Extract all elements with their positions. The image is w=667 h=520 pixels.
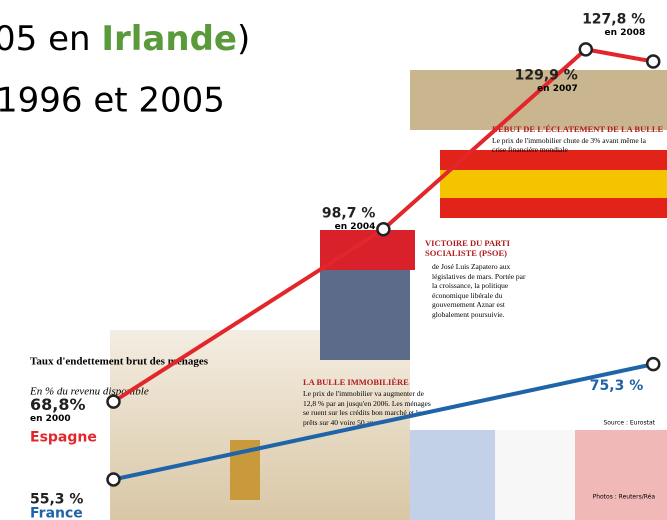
value-label: 129,9 %: [515, 67, 578, 83]
slide-subtitle: 1996 et 2005: [0, 81, 225, 121]
point-label: en 2000: [30, 414, 71, 424]
chart-title: Taux d'endettement brut des ménages: [30, 356, 209, 368]
point-marker: [106, 472, 121, 487]
point-label: en 2008: [605, 28, 646, 38]
series-name: France: [30, 505, 83, 520]
point-label: en 2004: [335, 222, 376, 232]
point-marker: [578, 42, 594, 57]
point-marker: [106, 394, 121, 409]
flag-stripe: [575, 430, 667, 520]
flag-stripe: [440, 150, 667, 170]
annotation-title: LA BULLE IMMOBILIÈRE: [303, 377, 409, 387]
credit: Photos : Reuters/Réa: [593, 494, 656, 501]
annotation-body: de José Luis Zapatero aux législatives d…: [432, 262, 526, 319]
chart-subtitle: En % du revenu disponible: [29, 386, 149, 398]
slide-title: 05 en Irlande): [0, 19, 250, 59]
flag-stripe: [495, 430, 575, 520]
flag-stripe: [440, 198, 667, 218]
series-line: [113, 362, 654, 482]
series-line: [112, 47, 654, 404]
value-label: 98,7 %: [322, 205, 375, 221]
annotation-title: DÉBUT DE L'ÉCLATEMENT DE LA BULLE: [492, 124, 664, 134]
value-label: 127,8 %: [582, 12, 645, 28]
value-label: 75,3 %: [590, 378, 643, 394]
annotation-title: VICTOIRE DU PARTI SOCIALISTE (PSOE): [425, 238, 510, 258]
annotation-text: Le prix de l'immobilier chute de 3% avan…: [492, 136, 647, 154]
point-marker: [376, 222, 391, 237]
photo-buildings: [410, 70, 667, 130]
flag-stripe: [440, 170, 667, 198]
flag-stripe: [410, 430, 495, 520]
series-name: Espagne: [30, 430, 97, 446]
value-label: 68,8%: [30, 395, 86, 414]
annotation-text: de José Luis Zapatero aux législatives d…: [432, 262, 526, 319]
point-marker: [646, 54, 661, 69]
value-label: 55,3 %: [30, 491, 83, 507]
annotation-body: Le prix de l'immobilier va augmenter de …: [303, 389, 431, 427]
point-marker: [646, 356, 661, 372]
annotation-body: Le prix de l'immobilier chute de 3% avan…: [492, 136, 647, 154]
source: Source : Eurostat: [603, 420, 655, 427]
point-label: en 2007: [537, 84, 578, 94]
annotation-text: Le prix de l'immobilier va augmenter de …: [303, 389, 431, 427]
photo-banner: [320, 230, 415, 270]
annotation-title-box: VICTOIRE DU PARTI SOCIALISTE (PSOE): [425, 238, 510, 258]
